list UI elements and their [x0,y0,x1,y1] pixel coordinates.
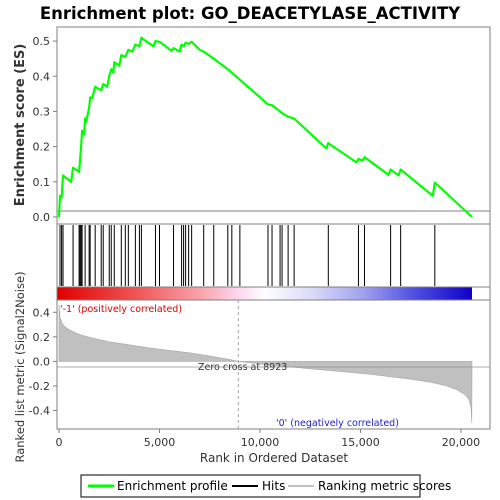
x-tick-label: 10,000 [241,436,280,449]
metric-y-axis-label: Ranked list metric (Signal2Noise) [13,271,27,462]
metric-y-tick-label: 0.4 [33,306,51,319]
es-y-tick-label: 0.4 [33,70,51,83]
rank-gradient-bar [57,287,472,300]
legend-metric-label: Ranking metric scores [318,479,451,493]
es-y-ticks: 0.0 0.1 0.2 0.3 0.4 0.5 [33,35,57,224]
metric-y-tick-label: -0.4 [29,405,50,418]
ranking-color-bar [56,286,491,301]
x-tick-label: 5,000 [144,436,176,449]
x-tick-label: 15,000 [341,436,380,449]
legend-hits-label: Hits [262,479,285,493]
es-y-tick-label: 0.5 [33,35,51,48]
metric-y-tick-label: 0.2 [33,331,51,344]
es-y-tick-label: 0.1 [33,176,51,189]
es-y-tick-label: 0.3 [33,105,51,118]
chart-title: Enrichment plot: GO_DEACETYLASE_ACTIVITY [40,4,461,23]
enrichment-plot-area [56,26,491,225]
x-axis-label: Rank in Ordered Dataset [200,451,348,465]
hits-panel [56,223,491,288]
metric-y-tick-label: 0.0 [33,355,51,368]
metric-y-ticks: -0.4 -0.2 0.0 0.2 0.4 [29,306,57,418]
hits-plot-area [56,223,491,288]
metric-panel: -0.4 -0.2 0.0 0.2 0.4 '-1' (positively corre… [13,271,491,463]
negative-correlation-label: '0' (negatively correlated) [276,418,399,429]
enrichment-panel: 0.0 0.1 0.2 0.3 0.4 0.5 Enrichment score (ES) [13,26,491,225]
positive-correlation-label: '-1' (positively correlated) [60,304,182,315]
x-tick-label: 20,000 [442,436,481,449]
legend: Enrichment profile Hits Ranking metric s… [80,474,451,498]
ranking-metric-area [58,304,473,423]
legend-enrichment-label: Enrichment profile [117,479,228,493]
enrichment-profile-line [57,36,473,218]
zero-cross-label: Zero cross at 8923 [198,362,287,373]
hit-marks [59,225,436,286]
es-y-tick-label: 0.0 [33,211,51,224]
es-y-tick-label: 0.2 [33,141,51,154]
x-axis-ticks: 0 5,000 10,000 15,000 20,000 [56,429,481,449]
metric-y-tick-label: -0.2 [29,380,50,393]
es-y-axis-label: Enrichment score (ES) [13,44,28,207]
x-tick-label: 0 [56,436,63,449]
